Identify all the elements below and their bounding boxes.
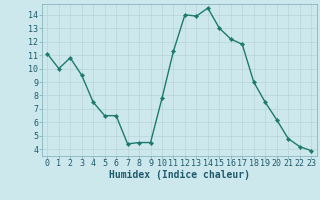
X-axis label: Humidex (Indice chaleur): Humidex (Indice chaleur) bbox=[109, 170, 250, 180]
